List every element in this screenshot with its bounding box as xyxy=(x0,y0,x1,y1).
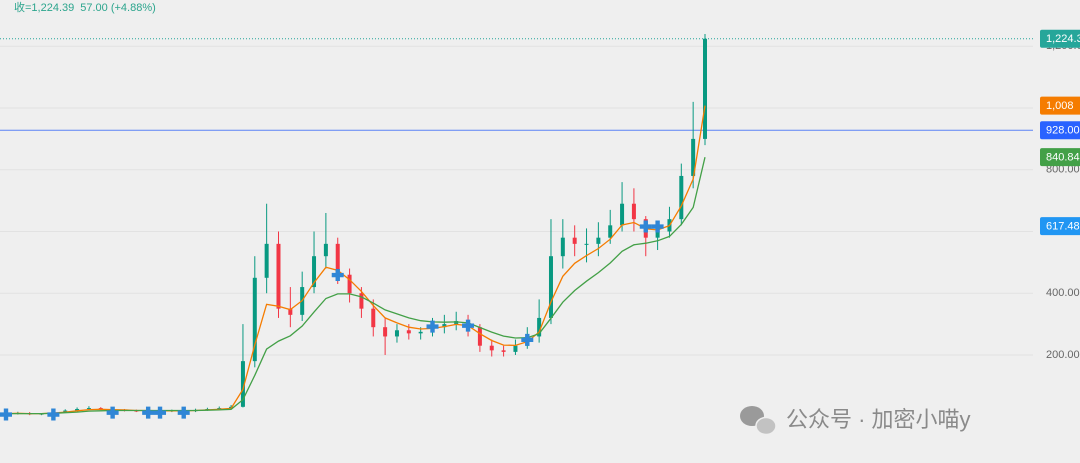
candle-body xyxy=(75,408,80,411)
candle-body xyxy=(406,330,411,334)
price-badge xyxy=(1040,121,1080,140)
candle-body xyxy=(537,317,542,337)
candle-body xyxy=(288,308,293,315)
status-item: 57.00 (+4.88%) xyxy=(80,2,156,14)
candle-body xyxy=(240,361,245,407)
candle-body xyxy=(596,237,601,244)
candle-body xyxy=(489,345,494,351)
candle-body xyxy=(383,327,388,337)
candle-body xyxy=(572,237,577,244)
signal-marker xyxy=(639,220,652,233)
candle-body xyxy=(442,324,447,328)
candle-body xyxy=(501,350,506,352)
candle-body xyxy=(477,327,482,346)
candle-body xyxy=(560,237,565,257)
signal-marker xyxy=(154,406,167,419)
price-badge xyxy=(1040,29,1080,48)
candle-body xyxy=(371,308,376,328)
price-badge-label: 928.00 xyxy=(1046,125,1080,137)
price-badge xyxy=(1040,148,1080,167)
moving-average-line xyxy=(6,157,706,415)
y-tick-label: 400.00 xyxy=(1046,287,1080,299)
candle-body xyxy=(347,274,352,294)
watermark-icon xyxy=(740,406,777,436)
signal-marker xyxy=(426,320,439,333)
candle-body xyxy=(217,408,222,410)
candle-body xyxy=(264,243,269,278)
signal-marker xyxy=(177,406,190,419)
status-text: 收=1,224.39 57.00 (+4.88%) xyxy=(14,0,156,14)
candle-body xyxy=(548,256,553,318)
candle-body xyxy=(323,243,328,257)
signal-marker xyxy=(47,408,60,421)
candle-body xyxy=(584,243,589,245)
candle-body xyxy=(418,331,423,334)
status-item: 收=1,224.39 xyxy=(14,0,74,14)
price-badge-label: 1,008 xyxy=(1046,100,1074,112)
candle-body xyxy=(276,243,281,309)
candle-body xyxy=(86,408,91,410)
price-badge-label: 840.84 xyxy=(1046,152,1080,164)
price-badge xyxy=(1040,96,1080,115)
signal-marker xyxy=(142,406,155,419)
candle-body xyxy=(608,225,613,238)
candle-body xyxy=(335,243,340,275)
candle-body xyxy=(98,408,103,410)
signal-marker xyxy=(0,408,12,421)
candle-body xyxy=(312,256,317,288)
signal-marker xyxy=(331,269,344,282)
signal-marker xyxy=(462,319,475,332)
candle-body xyxy=(454,321,459,325)
candle-body xyxy=(513,345,518,352)
watermark: 公众号 · 加密小喵y xyxy=(786,407,971,432)
candle-body xyxy=(691,138,696,176)
candle-body xyxy=(703,38,707,139)
price-badge xyxy=(1040,217,1080,236)
candle-body xyxy=(655,231,660,238)
signal-marker xyxy=(106,406,119,419)
candle-body xyxy=(359,293,364,309)
signal-marker xyxy=(651,220,664,233)
candle-body xyxy=(394,330,399,337)
candle-body xyxy=(63,410,68,413)
candle-body xyxy=(252,277,257,362)
candle-body xyxy=(679,175,684,220)
y-tick-label: 800.00 xyxy=(1046,164,1080,176)
price-badge-label: 617.48 xyxy=(1046,221,1080,233)
y-tick-label: 200.00 xyxy=(1046,349,1080,361)
price-badge-label: 1,224.39 xyxy=(1046,33,1080,45)
candle-body xyxy=(620,203,625,226)
signal-marker xyxy=(521,333,534,346)
candle-body xyxy=(631,203,636,220)
